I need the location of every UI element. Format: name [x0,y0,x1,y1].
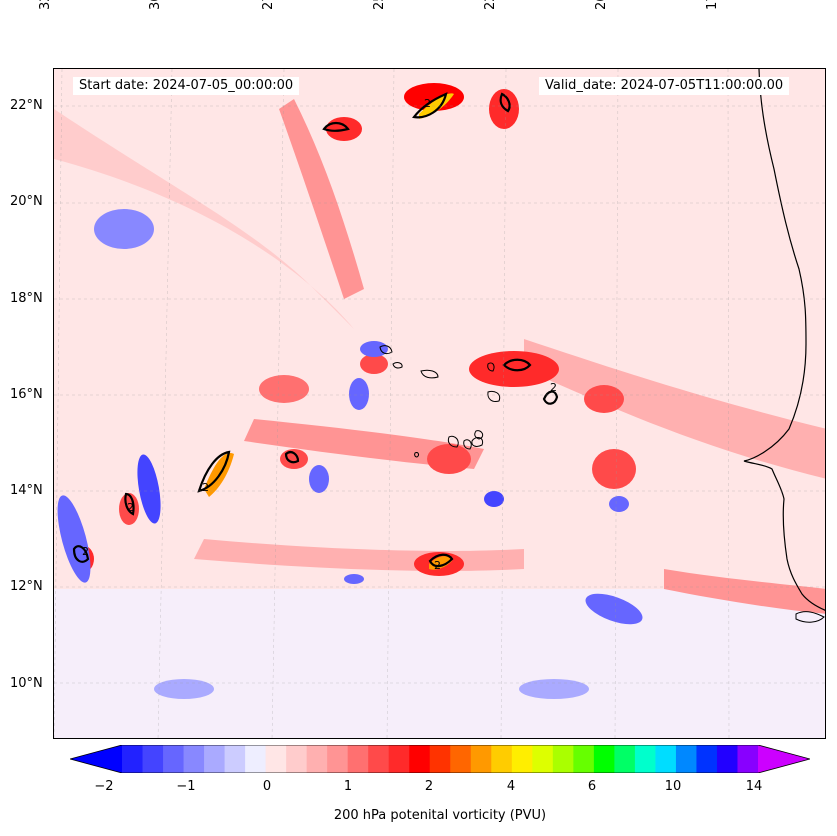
colorbar-swatch [204,745,226,773]
pv-blob [596,451,632,487]
colorbar-swatch [347,745,369,773]
colorbar-swatch [655,745,677,773]
pv-field-svg: 2 2 2 2 2 2 [54,69,825,738]
colorbar-swatch [183,745,205,773]
contour-label: 2 [202,481,209,494]
pv-negative [519,679,589,699]
pv-negative [360,341,388,357]
pv-negative [609,496,629,512]
colorbar-swatch [327,745,349,773]
pv-negative [585,593,643,625]
lon-label-20w: 20°W [594,0,609,10]
contour-label: 2 [550,381,557,394]
pv-blob [259,375,309,403]
pv-negative [309,465,329,493]
colorbar-swatch [388,745,410,773]
colorbar-swatch [532,745,554,773]
colorbar-svg [68,744,812,774]
pv-band-north [279,99,364,299]
pv-southern-wash [54,589,825,738]
pv-blob [404,83,464,111]
bijagos-islands [795,611,825,623]
pv-swath-southeast [664,569,825,614]
pv-blob [427,444,471,474]
lon-label-32-5w: 32.5°W [38,0,53,10]
colorbar-swatch [696,745,718,773]
colorbar-swatch [409,745,431,773]
colorbar-swatch [573,745,595,773]
map-gridlines [54,69,825,738]
lat-label-22n: 22°N [10,98,43,113]
pv-negative [344,574,364,584]
pv-contours [72,92,559,568]
colorbar-swatch [306,745,328,773]
pv-swath-east [524,339,825,479]
colorbar-swatch [245,745,267,773]
colorbar-swatch [511,745,533,773]
contour-label: 2 [82,545,89,558]
lon-label-30w: 30°W [148,0,163,10]
colorbar-tick: 0 [262,779,272,794]
pv-swath [54,109,354,329]
colorbar-swatch [491,745,513,773]
colorbar-tick: 1 [343,779,353,794]
contour-label: 2 [434,559,441,572]
colorbar-swatch [593,745,615,773]
lon-label-17-5w: 17.5°W [705,0,720,10]
lon-label-25w: 25°W [372,0,387,10]
valid-date-label: Valid_date: 2024-07-05T11:00:00.00 [539,77,790,95]
colorbar-swatch [224,745,246,773]
colorbar-swatch [286,745,308,773]
colorbar-swatch [142,745,164,773]
colorbar-swatch [470,745,492,773]
lon-label-27-5w: 27.5°W [261,0,276,10]
pv-blob [584,385,624,413]
pv-band-center [244,419,484,469]
colorbar-tick: 10 [664,779,682,794]
pv-negative [154,679,214,699]
contour-label: 2 [127,501,134,514]
colorbar-extend-max [758,745,810,773]
pv-negative [484,491,504,507]
colorbar-swatch [737,745,759,773]
contour-label: 2 [424,97,431,110]
lat-label-18n: 18°N [10,291,43,306]
colorbar-swatch [163,745,185,773]
colorbar-swatch [450,745,472,773]
lat-label-16n: 16°N [10,387,43,402]
colorbar-swatch [552,745,574,773]
colorbar-tick: 4 [506,779,516,794]
pv-map: 2 2 2 2 2 2 [53,68,826,739]
pv-negative [94,209,154,249]
pv-blob [360,354,388,374]
lat-label-14n: 14°N [10,483,43,498]
africa-coastline [743,69,825,611]
lon-label-22-5w: 22.5°W [483,0,498,10]
contour-labels: 2 2 2 2 2 2 [82,97,557,572]
colorbar-tick: 2 [424,779,434,794]
cape-verde-islands [379,345,501,458]
colorbar [68,744,812,774]
lat-label-12n: 12°N [10,579,43,594]
colorbar-swatch [122,745,144,773]
pv-negative [349,378,369,410]
lat-label-20n: 20°N [10,194,43,209]
pv-negative [137,454,161,524]
colorbar-swatch [368,745,390,773]
colorbar-tick: 14 [745,779,763,794]
colorbar-swatch [265,745,287,773]
colorbar-swatch [634,745,656,773]
colorbar-swatch [614,745,636,773]
colorbar-tick: −1 [176,779,196,794]
start-date-label: Start date: 2024-07-05_00:00:00 [73,77,300,95]
colorbar-tick: −2 [94,779,114,794]
colorbar-swatch [675,745,697,773]
colorbar-extend-min [70,745,122,773]
colorbar-tick: 6 [587,779,597,794]
colorbar-swatch [429,745,451,773]
lat-label-10n: 10°N [10,676,43,691]
colorbar-title: 200 hPa potenital vorticity (PVU) [333,808,547,823]
colorbar-swatch [716,745,738,773]
